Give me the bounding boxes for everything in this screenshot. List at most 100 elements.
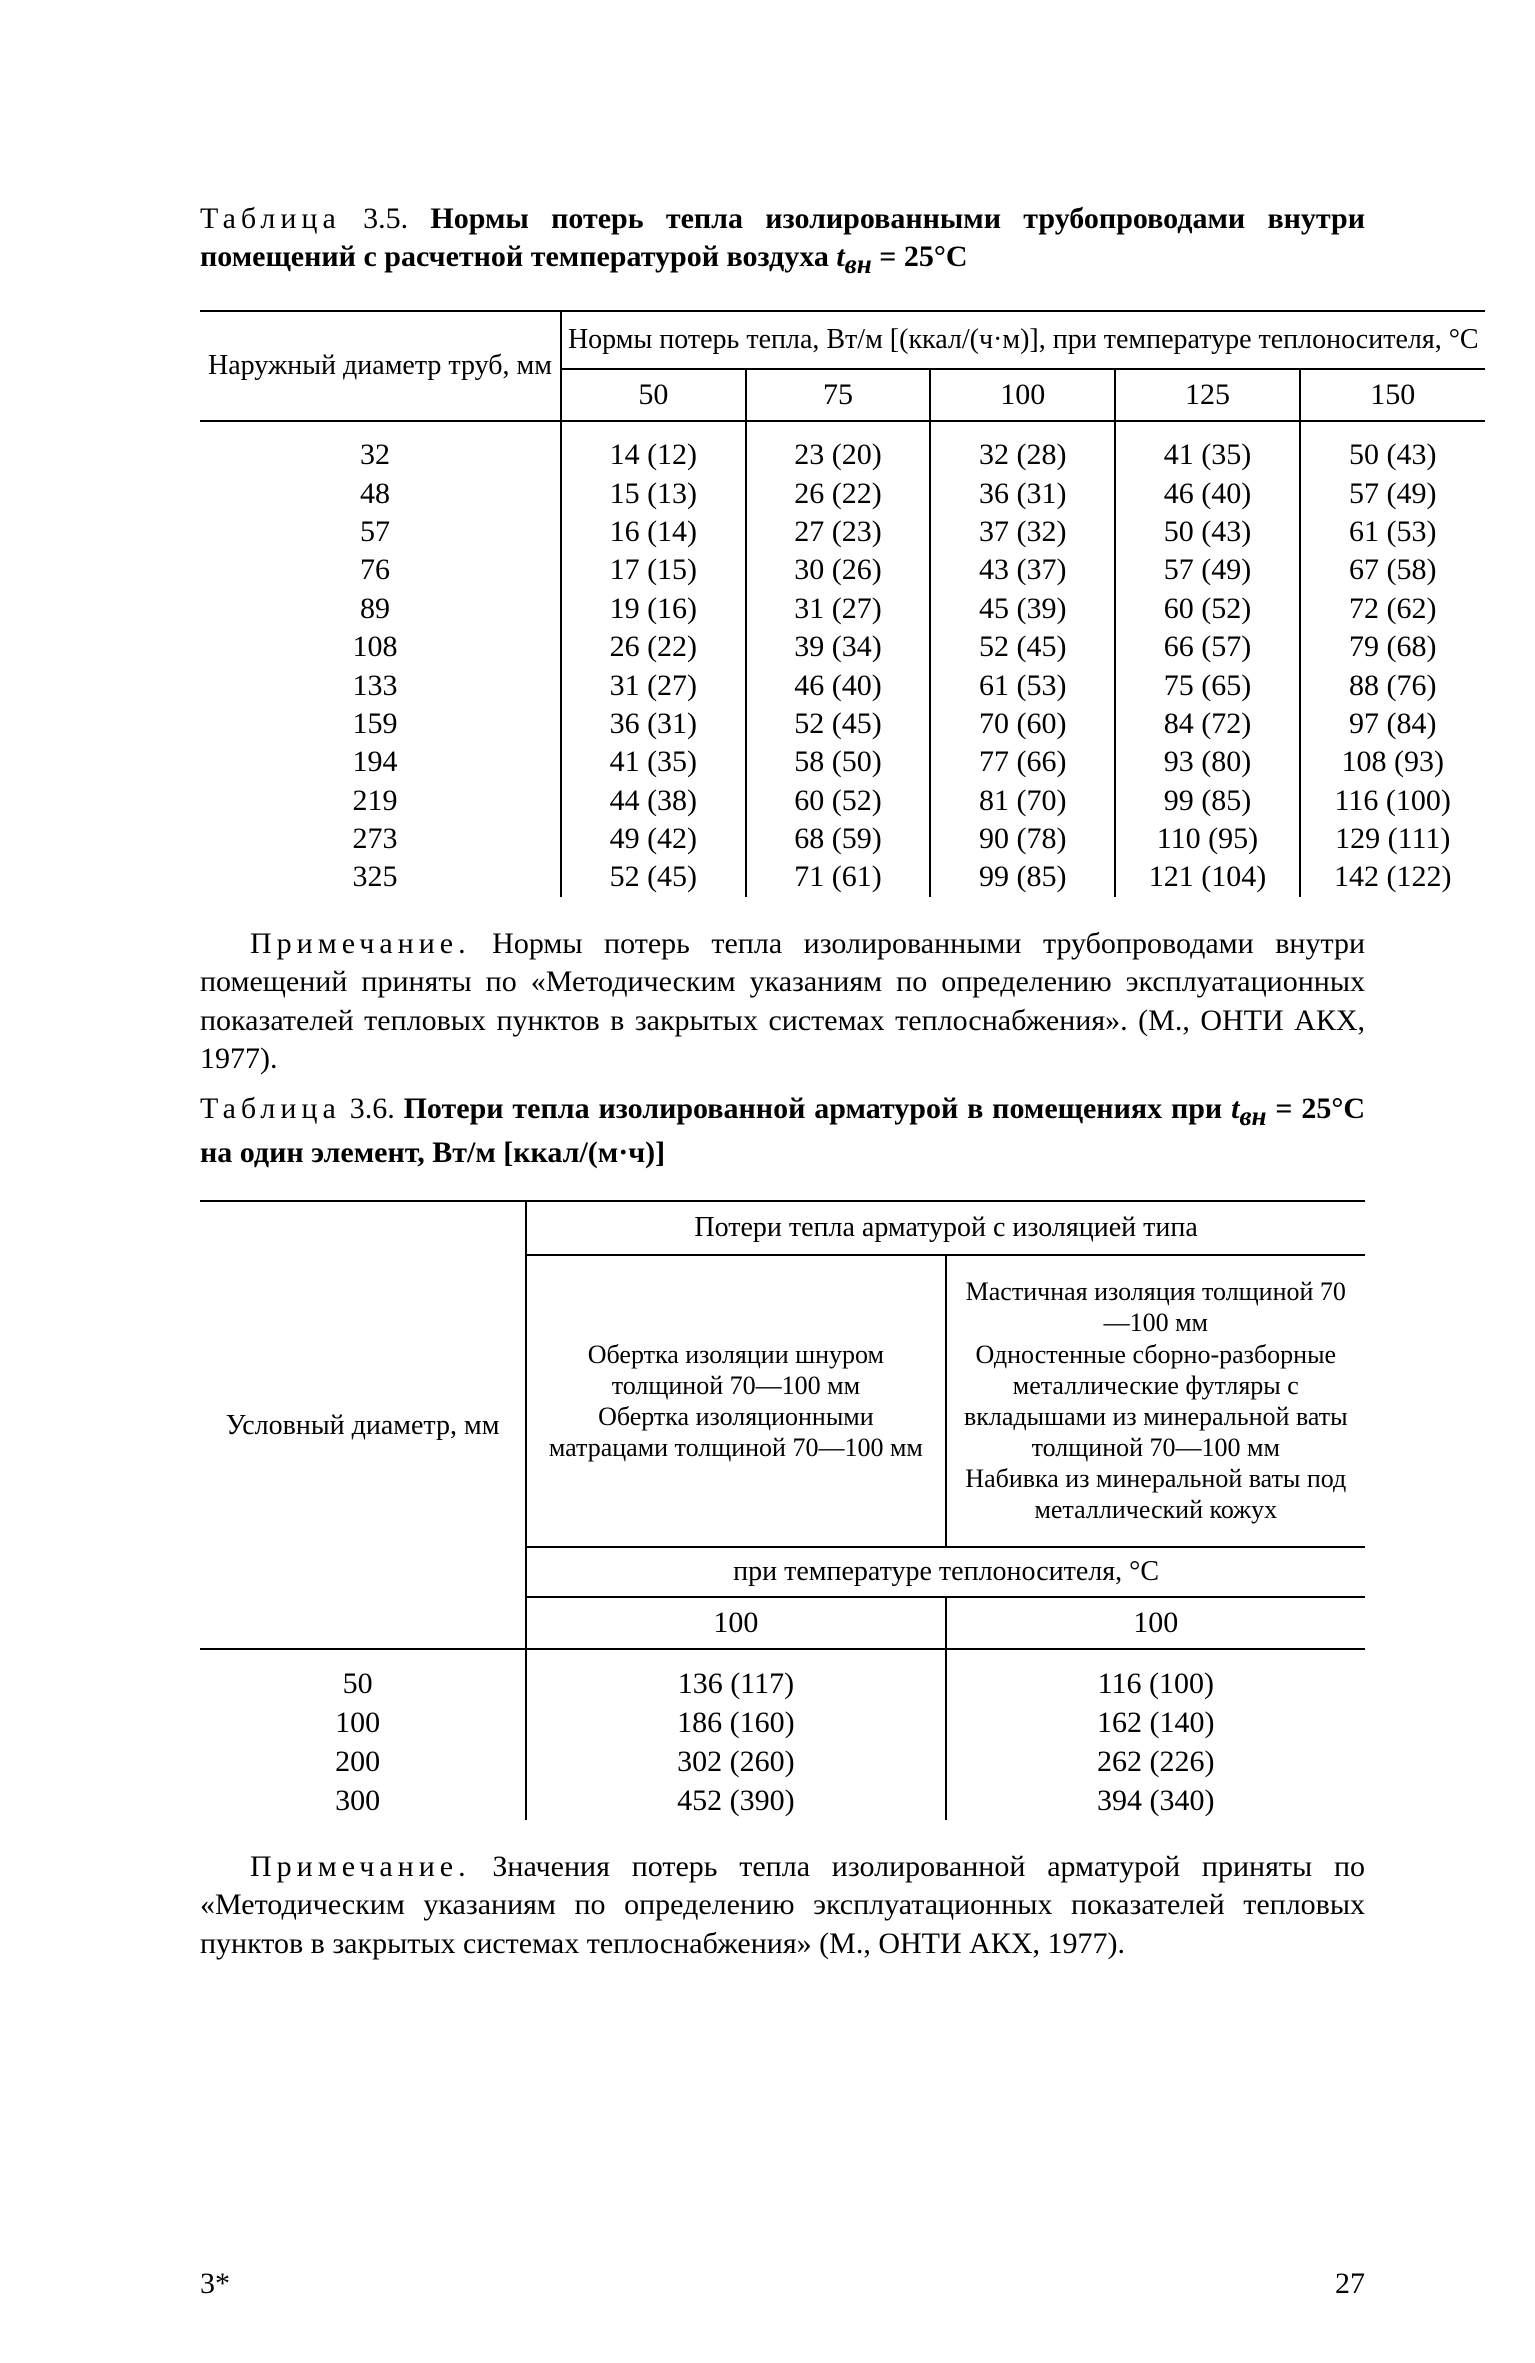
t35-cell: 19 (16) [561, 590, 746, 628]
table-35-caption-num: 3.5. [363, 202, 408, 235]
t35-cell: 36 (31) [561, 705, 746, 743]
t36-rowhead: Условный диаметр, мм [200, 1201, 526, 1649]
table-35: Наружный диаметр труб, мм Нормы потерь т… [200, 310, 1485, 897]
t35-cell: 116 (100) [1300, 782, 1485, 820]
t35-cell: 60 (52) [746, 782, 931, 820]
t35-note-label: Примечание. [250, 927, 471, 960]
page-number: 27 [1335, 2265, 1365, 2303]
t35-cell: 15 (13) [561, 475, 746, 513]
t35-cell: 142 (122) [1300, 858, 1485, 896]
t35-diam: 219 [200, 782, 561, 820]
t35-diam: 89 [200, 590, 561, 628]
t35-cell: 129 (111) [1300, 820, 1485, 858]
t35-cell: 99 (85) [930, 858, 1115, 896]
t35-cell: 72 (62) [1300, 590, 1485, 628]
t35-col-75: 75 [746, 369, 931, 421]
t36-cell: 116 (100) [946, 1649, 1365, 1703]
t36-note-label: Примечание. [250, 1850, 471, 1883]
t36-caption-pre: Потери тепла изолированной арматурой в п… [404, 1092, 1232, 1125]
t35-diam: 133 [200, 667, 561, 705]
t35-diam: 159 [200, 705, 561, 743]
t36-diam: 100 [200, 1703, 526, 1742]
t35-cell: 121 (104) [1115, 858, 1300, 896]
t35-cell: 79 (68) [1300, 628, 1485, 666]
t35-cell: 71 (61) [746, 858, 931, 896]
t35-col-100: 100 [930, 369, 1115, 421]
t35-cell: 58 (50) [746, 743, 931, 781]
t35-cell: 41 (35) [561, 743, 746, 781]
t35-cell: 30 (26) [746, 551, 931, 589]
t35-cell: 43 (37) [930, 551, 1115, 589]
t35-cell: 46 (40) [746, 667, 931, 705]
t35-cell: 39 (34) [746, 628, 931, 666]
t35-cell: 17 (15) [561, 551, 746, 589]
t35-diam: 76 [200, 551, 561, 589]
table-35-var-sub: вн [845, 249, 872, 279]
t35-cell: 75 (65) [1115, 667, 1300, 705]
t35-cell: 16 (14) [561, 513, 746, 551]
t35-cell: 99 (85) [1115, 782, 1300, 820]
t35-cell: 110 (95) [1115, 820, 1300, 858]
t35-cell: 26 (22) [746, 475, 931, 513]
t35-cell: 52 (45) [561, 858, 746, 896]
table-36-caption-num: 3.6. [350, 1092, 395, 1125]
t35-cell: 60 (52) [1115, 590, 1300, 628]
t35-cell: 61 (53) [1300, 513, 1485, 551]
t36-col-1: 100 [946, 1597, 1365, 1649]
t35-cell: 93 (80) [1115, 743, 1300, 781]
t35-cell: 84 (72) [1115, 705, 1300, 743]
t35-cell: 50 (43) [1115, 513, 1300, 551]
t35-cell: 27 (23) [746, 513, 931, 551]
t35-cell: 57 (49) [1115, 551, 1300, 589]
t35-cell: 45 (39) [930, 590, 1115, 628]
t35-cell: 50 (43) [1300, 421, 1485, 474]
t35-cell: 36 (31) [930, 475, 1115, 513]
t36-cell: 394 (340) [946, 1781, 1365, 1820]
t35-cell: 88 (76) [1300, 667, 1485, 705]
t35-cell: 52 (45) [930, 628, 1115, 666]
t35-cell: 41 (35) [1115, 421, 1300, 474]
t35-cell: 108 (93) [1300, 743, 1485, 781]
t36-head-top: Потери тепла арматурой с изоляцией типа [526, 1201, 1365, 1255]
t35-diam: 325 [200, 858, 561, 896]
t35-cell: 81 (70) [930, 782, 1115, 820]
t35-col-125: 125 [1115, 369, 1300, 421]
t36-cell: 262 (226) [946, 1742, 1365, 1781]
t35-diam: 194 [200, 743, 561, 781]
t36-var-sub: вн [1239, 1101, 1266, 1131]
t36-cell: 136 (117) [526, 1649, 945, 1703]
t35-diam: 273 [200, 820, 561, 858]
t35-cell: 67 (58) [1300, 551, 1485, 589]
t36-cell: 302 (260) [526, 1742, 945, 1781]
t35-diam: 48 [200, 475, 561, 513]
t35-cell: 26 (22) [561, 628, 746, 666]
table-35-caption: Таблица 3.5. Нормы потерь тепла изолиров… [200, 200, 1365, 282]
t35-cell: 32 (28) [930, 421, 1115, 474]
t35-cell: 97 (84) [1300, 705, 1485, 743]
t36-diam: 200 [200, 1742, 526, 1781]
t36-temp-label: при температуре теплоносителя, °C [526, 1547, 1365, 1597]
table-35-var-post: = 25°C [872, 240, 968, 273]
t35-cell: 66 (57) [1115, 628, 1300, 666]
table-35-note: Примечание. Нормы потерь тепла изолирова… [200, 925, 1365, 1079]
t35-diam: 57 [200, 513, 561, 551]
signature-mark: 3* [200, 2265, 230, 2303]
t35-cell: 31 (27) [746, 590, 931, 628]
t36-desc-b: Мастичная изоляция толщиной 70—100 ммОдн… [946, 1255, 1365, 1547]
table-35-caption-label: Таблица [200, 202, 341, 235]
page: Таблица 3.5. Нормы потерь тепла изолиров… [0, 0, 1535, 2363]
t36-diam: 50 [200, 1649, 526, 1703]
table-35-var-t: t [836, 240, 844, 273]
t35-cell: 49 (42) [561, 820, 746, 858]
t36-diam: 300 [200, 1781, 526, 1820]
t35-col-150: 150 [1300, 369, 1485, 421]
t35-col-50: 50 [561, 369, 746, 421]
table-36-note: Примечание. Значения потерь тепла изолир… [200, 1848, 1365, 1963]
t36-desc-a: Обертка изоляции шнуром толщиной 70—100 … [526, 1255, 945, 1547]
table-36-caption-label: Таблица [200, 1092, 341, 1125]
table-36: Условный диаметр, мм Потери тепла армату… [200, 1200, 1365, 1820]
t35-cell: 68 (59) [746, 820, 931, 858]
table-36-caption: Таблица 3.6. Потери тепла изолированной … [200, 1090, 1365, 1172]
t35-cell: 37 (32) [930, 513, 1115, 551]
t35-cell: 14 (12) [561, 421, 746, 474]
